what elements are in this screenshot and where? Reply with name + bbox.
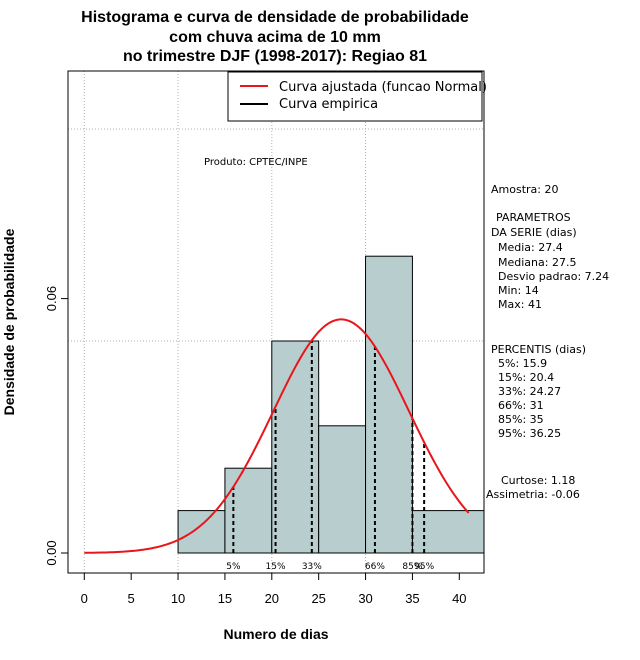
percentil-15: 15%: 20.4 bbox=[498, 371, 554, 384]
histogram-bars bbox=[177, 255, 485, 554]
percentile-label-3: 66% bbox=[365, 562, 385, 572]
product-annotation: Produto: CPTEC/INPE bbox=[204, 157, 308, 168]
sample-size: Amostra: 20 bbox=[491, 183, 558, 196]
histogram-bar-4 bbox=[365, 255, 413, 554]
param-min: Min: 14 bbox=[498, 284, 539, 297]
params-title-2: DA SERIE (dias) bbox=[491, 226, 577, 239]
percentile-label-4: 85% bbox=[402, 562, 422, 572]
x-tick-label-0: 0 bbox=[81, 591, 88, 606]
histogram-bar-3 bbox=[318, 425, 367, 554]
percentil-95: 95%: 36.25 bbox=[498, 427, 561, 440]
assimetria: Assimetria: -0.06 bbox=[486, 488, 580, 501]
x-axis: 0 5 10 15 20 25 30 35 40 bbox=[81, 572, 467, 606]
x-tick-label-5: 25 bbox=[311, 591, 325, 606]
percentile-label-2: 33% bbox=[302, 562, 322, 572]
x-tick-label-4: 20 bbox=[265, 591, 279, 606]
curtose: Curtose: 1.18 bbox=[501, 474, 575, 487]
normal-curve-layer bbox=[84, 318, 470, 554]
percentile-lines: 5% 15% 33% 66% 85%95% bbox=[226, 340, 435, 572]
histogram-bar-1 bbox=[224, 467, 273, 554]
percentis-title: PERCENTIS (dias) bbox=[491, 343, 586, 356]
param-desvio: Desvio padrao: 7.24 bbox=[498, 270, 609, 283]
chart-title-line-3: no trimestre DJF (1998-2017): Regiao 81 bbox=[123, 48, 427, 65]
x-axis-label: Numero de dias bbox=[223, 626, 328, 642]
legend: Curva ajustada (funcao Normal) Curva emp… bbox=[227, 71, 487, 122]
x-tick-label-3: 15 bbox=[218, 591, 232, 606]
y-axis-label: Densidade de probabilidade bbox=[1, 228, 17, 415]
legend-label-empirical: Curva empirica bbox=[279, 97, 378, 112]
x-tick-label-6: 30 bbox=[358, 591, 372, 606]
param-max: Max: 41 bbox=[498, 298, 542, 311]
histogram-bar-0 bbox=[177, 510, 226, 554]
percentile-label-5: 95% bbox=[414, 562, 434, 572]
params-title-1: PARAMETROS bbox=[496, 211, 571, 224]
percentil-66: 66%: 31 bbox=[498, 399, 544, 412]
percentil-33: 33%: 24.27 bbox=[498, 385, 561, 398]
x-tick-label-2: 10 bbox=[171, 591, 185, 606]
y-tick-label-1: 0.06 bbox=[44, 286, 59, 311]
x-tick-label-8: 40 bbox=[452, 591, 466, 606]
y-tick-label-0: 0.00 bbox=[44, 540, 59, 565]
chart-title-line-1: Histograma e curva de densidade de proba… bbox=[81, 9, 469, 26]
y-axis: 0.00 0.06 bbox=[44, 286, 69, 566]
side-panel: Amostra: 20 PARAMETROS DA SERIE (dias) M… bbox=[486, 183, 609, 501]
chart-title-line-2: com chuva acima de 10 mm bbox=[169, 29, 381, 46]
x-tick-label-7: 35 bbox=[405, 591, 419, 606]
percentile-label-1: 15% bbox=[266, 562, 286, 572]
param-media: Media: 27.4 bbox=[498, 241, 563, 254]
percentil-85: 85%: 35 bbox=[498, 413, 544, 426]
legend-label-normal: Curva ajustada (funcao Normal) bbox=[279, 80, 487, 95]
legend-box bbox=[227, 71, 483, 122]
param-mediana: Mediana: 27.5 bbox=[498, 256, 576, 269]
normal-curve bbox=[84, 318, 470, 554]
percentile-label-0: 5% bbox=[226, 562, 241, 572]
percentil-5: 5%: 15.9 bbox=[498, 357, 547, 370]
x-tick-label-1: 5 bbox=[128, 591, 135, 606]
